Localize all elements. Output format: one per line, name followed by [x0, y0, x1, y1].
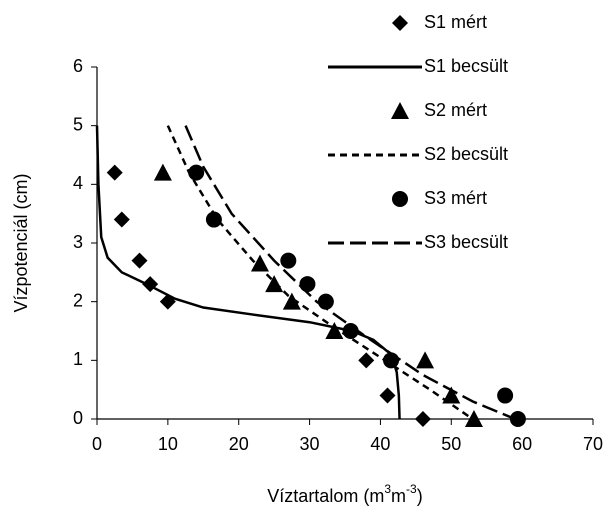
- legend-label: S3 becsült: [424, 232, 508, 252]
- data-point: [342, 323, 359, 339]
- data-point: [280, 252, 297, 269]
- data-point: [131, 252, 148, 269]
- legend-symbol: [391, 102, 409, 119]
- data-point: [106, 164, 123, 181]
- y-tick-label: 4: [73, 173, 83, 193]
- x-tick-label: 50: [441, 434, 461, 454]
- data-point: [464, 410, 483, 427]
- legend-symbol: [392, 15, 408, 31]
- x-label-part: Víztartalom (m: [267, 486, 384, 506]
- x-tick-label: 30: [300, 434, 320, 454]
- data-point: [282, 292, 301, 310]
- data-point: [250, 254, 269, 272]
- data-point: [442, 386, 461, 404]
- y-tick-label: 3: [73, 232, 83, 252]
- x-tick-label: 20: [229, 434, 249, 454]
- legend-label: S1 mért: [424, 12, 487, 32]
- data-point: [414, 411, 431, 427]
- legend-label: S3 mért: [424, 188, 487, 208]
- data-point: [188, 164, 205, 181]
- data-point: [509, 411, 526, 427]
- y-tick-label: 1: [73, 349, 83, 369]
- y-tick-label: 6: [73, 56, 83, 76]
- x-tick-label: 10: [158, 434, 178, 454]
- data-point: [153, 163, 172, 181]
- data-point: [205, 211, 222, 228]
- y-tick-label: 0: [73, 408, 83, 428]
- data-point: [265, 275, 284, 293]
- y-tick-label: 5: [73, 114, 83, 134]
- data-point: [379, 387, 396, 404]
- x-tick-label: 40: [370, 434, 390, 454]
- x-tick-label: 0: [92, 434, 102, 454]
- legend-label: S2 becsült: [424, 144, 508, 164]
- x-label-part: ): [417, 486, 423, 506]
- data-point: [416, 351, 435, 369]
- y-axis-label: Vízpotenciál (cm): [11, 173, 31, 312]
- x-tick-label: 70: [583, 434, 603, 454]
- y-tick-label: 2: [73, 290, 83, 310]
- x-label-superscript: 3: [384, 482, 391, 496]
- data-point: [497, 387, 514, 404]
- data-line: [184, 125, 516, 421]
- data-line: [166, 125, 474, 421]
- legend-symbol: [392, 191, 408, 207]
- legend-label: S2 mért: [424, 100, 487, 120]
- data-line: [95, 125, 401, 420]
- legend-label: S1 becsült: [424, 56, 508, 76]
- x-label-part: m: [391, 486, 406, 506]
- x-axis-label: Víztartalom (m3m-3): [267, 482, 422, 506]
- data-point: [299, 276, 316, 293]
- data-point: [113, 211, 130, 228]
- x-tick-label: 60: [512, 434, 532, 454]
- data-point: [358, 352, 375, 369]
- x-label-superscript: -3: [406, 482, 417, 496]
- data-point: [325, 322, 344, 339]
